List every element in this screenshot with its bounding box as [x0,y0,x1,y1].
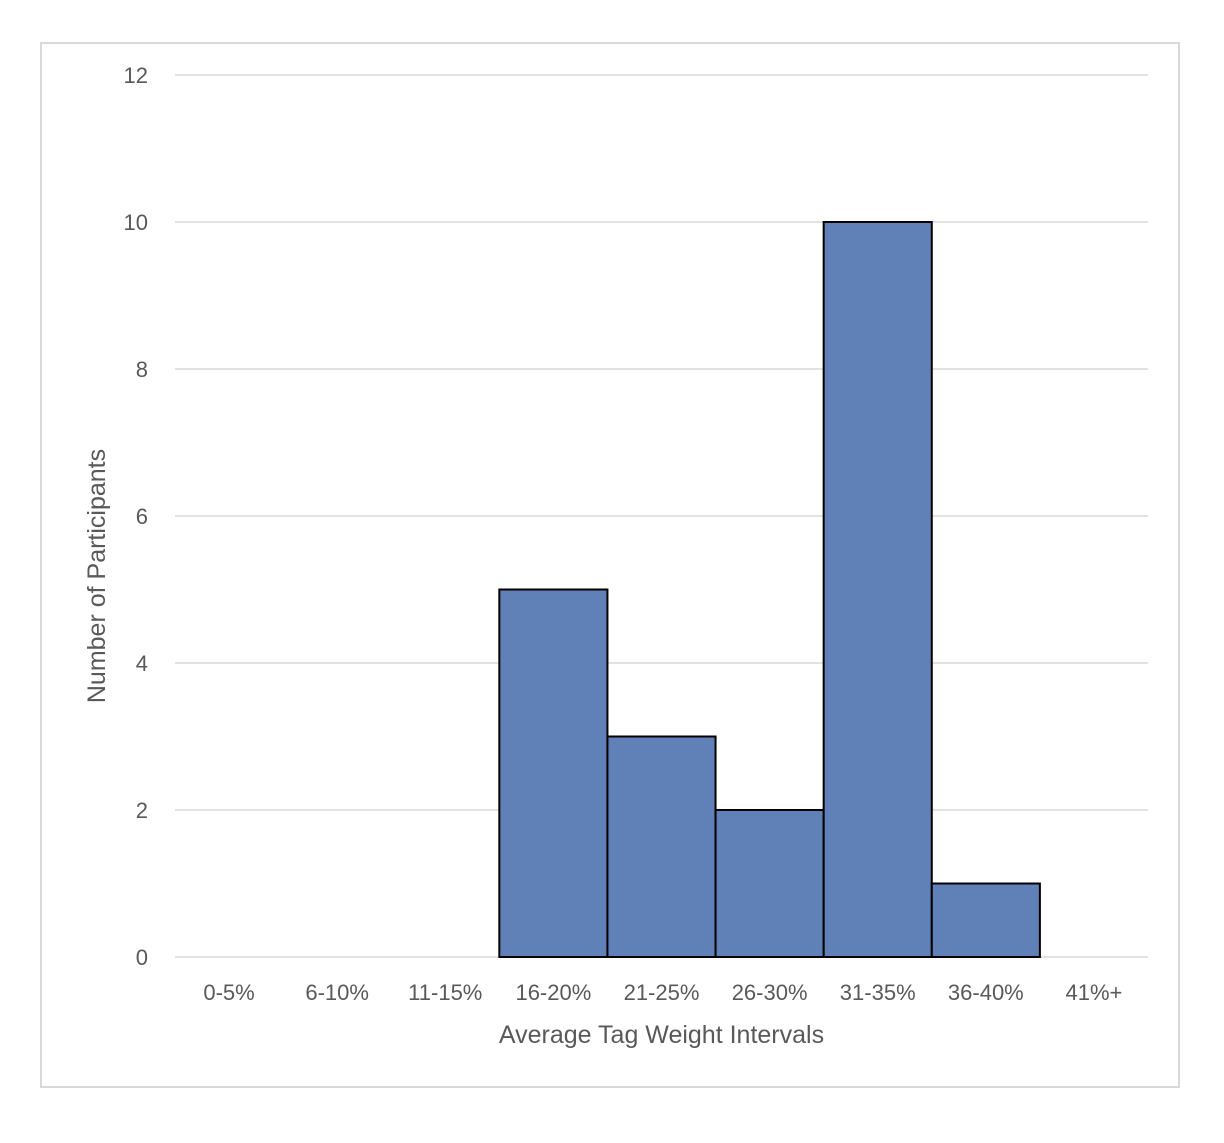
y-axis-ticks: 0 2 4 6 8 10 12 [124,63,148,970]
y-tick-label: 10 [124,210,148,235]
y-tick-label: 12 [124,63,148,88]
x-tick-label: 31-35% [840,980,916,1005]
y-tick-label: 8 [136,357,148,382]
x-tick-label: 41%+ [1065,980,1122,1005]
bar-26-30% [714,809,825,958]
bar-21-25% [606,735,717,958]
x-tick-label: 26-30% [732,980,808,1005]
y-tick-label: 0 [136,945,148,970]
x-axis-title: Average Tag Weight Intervals [499,1021,824,1049]
y-tick-label: 2 [136,798,148,823]
y-axis-title: Number of Participants [83,449,111,703]
x-tick-label: 0-5% [203,980,254,1005]
x-tick-label: 16-20% [515,980,591,1005]
bars [498,221,1041,958]
y-tick-label: 4 [136,651,148,676]
x-axis-ticks: 0-5% 6-10% 11-15% 16-20% 21-25% 26-30% 31-35% 3… [203,980,1122,1005]
bar-31-35% [822,221,933,958]
x-tick-label: 11-15% [408,980,482,1005]
bar-36-40% [930,882,1041,958]
x-tick-label: 36-40% [948,980,1024,1005]
x-tick-label: 6-10% [305,980,369,1005]
y-tick-label: 6 [136,504,148,529]
x-tick-label: 21-25% [624,980,700,1005]
bar-16-20% [498,588,609,958]
